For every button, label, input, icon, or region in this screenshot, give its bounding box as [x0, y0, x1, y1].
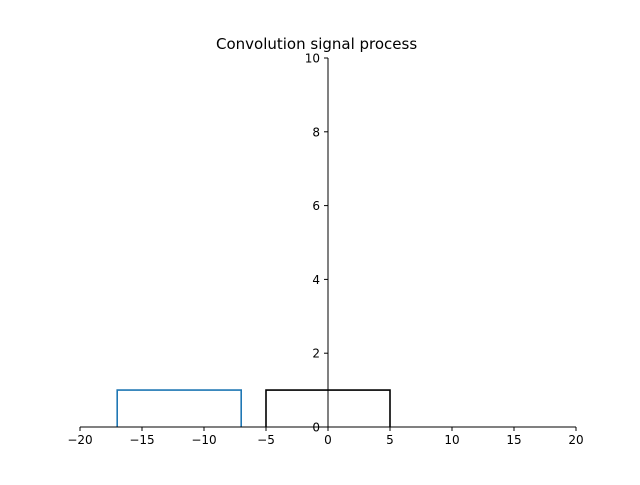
y-tick-label: 6 [312, 199, 320, 213]
x-tick-label: −20 [67, 433, 92, 447]
y-tick-label: 0 [312, 421, 320, 435]
chart-title: Convolution signal process [216, 35, 417, 53]
axes-layer: −20 −15 −10 −5 0 5 10 15 20 0 2 4 6 8 10 [67, 52, 583, 448]
x-tick-label: 20 [568, 433, 583, 447]
series-line-1 [116, 389, 242, 427]
x-tick-label: −15 [129, 433, 154, 447]
x-tick-label: −10 [191, 433, 216, 447]
y-tick-label: 2 [312, 347, 320, 361]
x-tick-label: 5 [386, 433, 394, 447]
y-tick-label: 10 [305, 52, 320, 66]
x-tick-label: 15 [506, 433, 521, 447]
x-tick-label: 0 [324, 433, 332, 447]
x-tick-label: −5 [257, 433, 275, 447]
series-layer [116, 389, 391, 427]
y-tick-label: 8 [312, 125, 320, 139]
y-tick-label: 4 [312, 273, 320, 287]
x-tick-label: 10 [444, 433, 459, 447]
